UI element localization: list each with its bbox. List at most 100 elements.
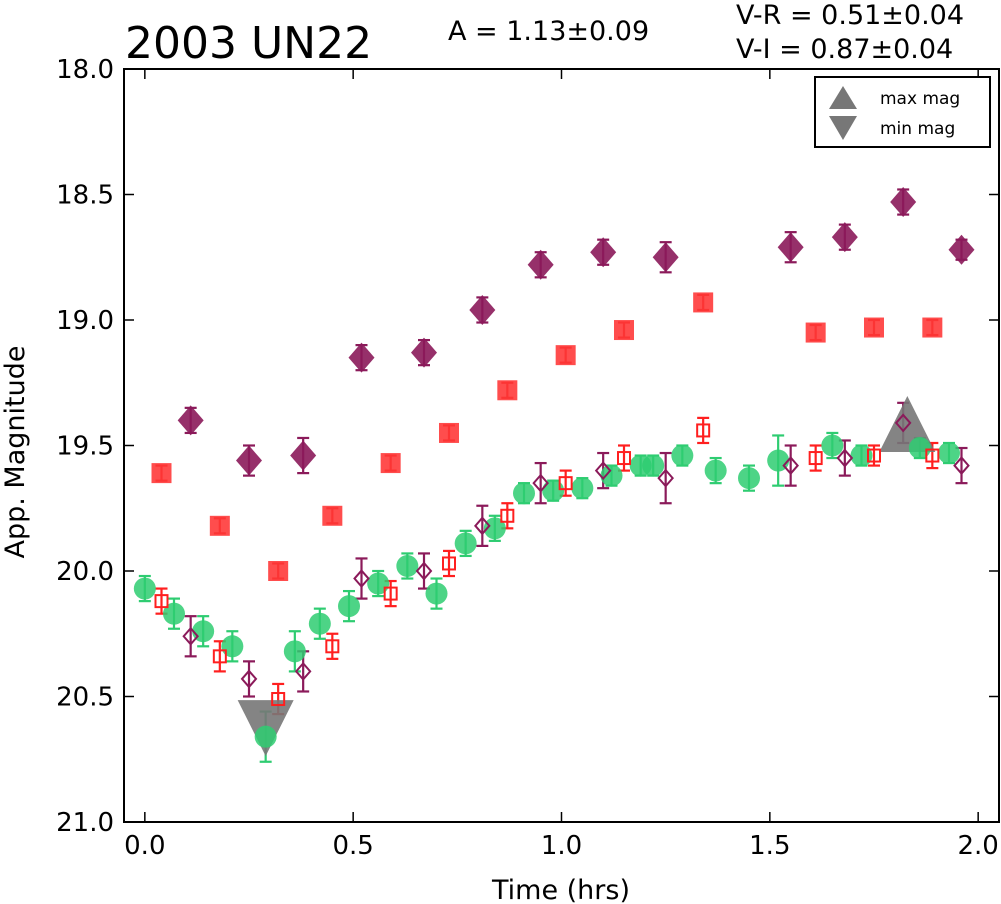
data-point-circle [221,635,244,658]
data-point-diamond-open [836,448,854,468]
legend-min-mag-label: min mag [880,119,955,139]
data-point-circle [600,464,623,487]
data-point-square-open [442,556,456,571]
data-point-diamond-filled [652,242,679,273]
data-point-circle [738,467,760,490]
data-point-circle [254,725,277,748]
data-point-diamond-filled [890,187,917,218]
x-tick-label: 1.5 [749,831,790,861]
data-point-diamond-filled [831,222,858,253]
data-point-circle [938,442,960,465]
data-point-square-filled [922,317,943,338]
data-point-square-open [925,448,940,463]
x-tick-label: 1.0 [541,831,582,861]
x-axis-ticks: 0.0 0.5 1.0 1.5 2.0 [124,69,999,861]
data-point-square-filled [555,345,576,366]
data-point-square-open [154,594,169,609]
data-point-square-open [271,692,286,707]
data-point-diamond-open [415,561,433,581]
data-point-diamond-open [894,413,912,433]
data-point-diamond-open [594,461,612,481]
data-point-square-open [212,649,227,664]
data-point-square-open [383,586,398,601]
data-point-square-filled [209,515,230,536]
y-tick-label: 19.5 [56,432,114,462]
legend-max-mag-label: max mag [880,89,960,109]
data-point-circle [671,444,694,467]
y-tick-label: 19.0 [56,306,114,336]
y-tick-label: 20.0 [56,557,114,587]
data-point-circle [513,482,535,505]
v-r-annotation: V-R = 0.51±0.04 [736,0,964,31]
x-axis-label: Time (hrs) [491,875,630,904]
data-point-diamond-open [294,661,312,681]
data-point-circle [483,517,506,540]
data-point-square-open [325,639,340,654]
data-point-diamond-open [532,473,549,493]
data-point-circle [542,479,565,502]
data-point-diamond-filled [590,237,617,268]
data-point-diamond-open [182,626,199,646]
data-point-diamond-open [353,569,370,589]
y-tick-label: 21.0 [56,808,114,838]
data-point-square-open [500,508,515,523]
data-point-circle [338,595,360,618]
x-tick-label: 0.5 [332,831,373,861]
data-point-diamond-open [657,468,674,488]
data-point-circle [704,459,727,482]
plot-area [133,187,975,763]
data-point-circle [133,577,156,600]
y-tick-label: 18.5 [56,181,114,211]
legend-min-mag-icon [829,116,857,140]
data-point-circle [908,437,931,460]
data-point-square-filled [614,320,634,341]
v-i-annotation: V-I = 0.87±0.04 [736,34,953,65]
data-point-diamond-filled [236,445,262,476]
data-point-circle [571,477,594,500]
data-point-square-filled [693,292,714,313]
data-point-square-filled [497,380,518,401]
data-point-square-filled [805,322,826,343]
data-point-square-filled [864,317,884,338]
data-point-diamond-open [240,669,258,689]
data-point-diamond-filled [469,294,496,325]
data-point-square-open [617,451,631,466]
legend-max-mag-icon [829,86,857,109]
data-point-square-open [867,448,881,463]
x-tick-label: 0.0 [124,831,165,861]
data-point-square-open [696,423,711,438]
data-point-circle [367,572,390,595]
data-point-square-filled [439,422,459,443]
data-point-square-open [808,451,823,466]
data-point-circle [850,444,873,467]
data-point-diamond-filled [348,342,375,373]
data-point-diamond-filled [527,249,554,280]
y-axis-label: App. Magnitude [0,346,31,559]
amplitude-annotation: A = 1.13±0.09 [448,16,649,47]
data-point-square-filled [151,463,172,484]
data-point-square-filled [268,561,289,581]
y-tick-label: 20.5 [56,683,114,713]
data-point-circle [642,454,665,477]
data-point-circle [454,532,477,555]
data-point-circle [308,612,331,635]
data-point-circle [425,582,448,605]
data-point-circle [163,602,185,625]
data-point-circle [283,640,306,663]
data-point-diamond-filled [290,440,317,471]
x-tick-label: 2.0 [957,831,998,861]
y-tick-label: 18.0 [56,55,114,85]
chart-title: 2003 UN22 [125,18,372,69]
data-point-square-open [558,476,573,491]
data-point-square-filled [322,505,343,526]
data-point-circle [821,434,844,457]
legend: max mag min mag [814,76,991,148]
data-point-square-filled [380,453,401,474]
data-point-diamond-open [953,456,970,476]
data-point-diamond-filled [948,234,975,265]
data-point-diamond-open [474,516,491,536]
data-point-diamond-open [782,456,799,476]
y-axis-ticks: 18.0 18.5 19.0 19.5 20.0 20.5 21.0 [56,55,999,838]
data-point-circle [396,554,419,577]
